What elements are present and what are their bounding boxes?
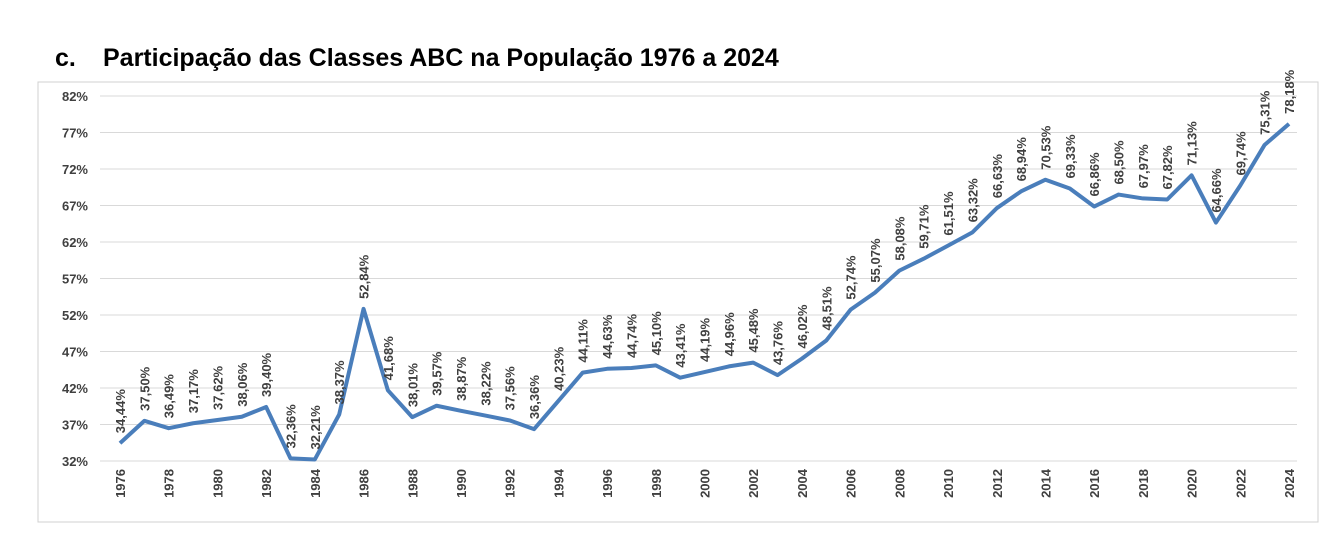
- data-label: 37,50%: [137, 366, 152, 411]
- line-series: [118, 122, 1291, 462]
- x-tick-label: 2020: [1185, 469, 1200, 498]
- y-tick-label: 72%: [62, 162, 88, 177]
- data-label: 52,84%: [357, 254, 372, 299]
- data-label: 44,96%: [722, 312, 737, 357]
- data-label: 70,53%: [1038, 125, 1053, 170]
- data-label: 36,36%: [527, 375, 542, 420]
- x-tick-label: 1986: [357, 469, 372, 498]
- data-label: 52,74%: [844, 255, 859, 300]
- x-tick-label: 2018: [1136, 469, 1151, 498]
- data-label: 46,02%: [795, 304, 810, 349]
- y-tick-label: 82%: [62, 89, 88, 104]
- data-label: 48,51%: [819, 286, 834, 331]
- data-label: 44,11%: [576, 319, 591, 363]
- data-label: 75,31%: [1258, 90, 1273, 135]
- data-label: 67,97%: [1136, 144, 1151, 189]
- data-label: 67,82%: [1160, 145, 1175, 190]
- data-label: 36,49%: [162, 374, 177, 419]
- chart-title: Participação das Classes ABC na Populaçã…: [103, 44, 779, 72]
- y-tick-label: 67%: [62, 199, 88, 214]
- x-tick-label: 1990: [454, 469, 469, 498]
- y-tick-label: 32%: [62, 454, 88, 469]
- x-tick-label: 2024: [1282, 468, 1297, 498]
- data-label: 34,44%: [113, 389, 128, 434]
- data-label: 32,36%: [283, 404, 298, 449]
- y-tick-label: 77%: [62, 126, 88, 141]
- data-label: 38,06%: [235, 362, 250, 407]
- x-tick-label: 1982: [259, 469, 274, 498]
- data-label: 64,66%: [1209, 168, 1224, 213]
- data-label: 44,19%: [698, 317, 713, 362]
- data-label: 68,50%: [1112, 140, 1127, 185]
- x-tick-label: 2000: [698, 469, 713, 498]
- data-label: 43,41%: [673, 323, 688, 368]
- x-tick-label: 2012: [990, 469, 1005, 498]
- data-label: 63,32%: [965, 178, 980, 223]
- x-tick-label: 1976: [113, 469, 128, 498]
- data-label: 40,23%: [551, 346, 566, 391]
- panel-label: c.: [55, 44, 76, 72]
- data-label: 39,40%: [259, 352, 274, 397]
- x-tick-label: 1994: [551, 468, 566, 498]
- data-label: 37,62%: [210, 365, 225, 410]
- data-label: 71,13%: [1185, 121, 1200, 166]
- data-label: 68,94%: [1014, 137, 1029, 182]
- y-tick-label: 52%: [62, 308, 88, 323]
- data-label: 66,63%: [990, 154, 1005, 199]
- data-label: 38,37%: [332, 360, 347, 405]
- data-label: 39,57%: [430, 351, 445, 396]
- x-tick-label: 2016: [1087, 469, 1102, 498]
- data-label: 45,10%: [649, 311, 664, 356]
- x-tick-label: 2004: [795, 468, 810, 498]
- x-tick-label: 2014: [1038, 468, 1053, 498]
- x-tick-label: 1980: [210, 469, 225, 498]
- data-label: 44,74%: [624, 313, 639, 358]
- data-label: 55,07%: [868, 238, 883, 283]
- x-tick-label: 2010: [941, 469, 956, 498]
- x-tick-label: 2002: [746, 469, 761, 498]
- x-tick-label: 1996: [600, 469, 615, 498]
- x-tick-label: 2022: [1233, 469, 1248, 498]
- data-label: 69,74%: [1233, 131, 1248, 176]
- data-label: 37,17%: [186, 369, 201, 414]
- data-label: 38,01%: [405, 363, 420, 408]
- data-label: 66,86%: [1087, 152, 1102, 197]
- data-label: 41,68%: [381, 336, 396, 381]
- x-tick-label: 1988: [405, 469, 420, 498]
- data-label: 58,08%: [892, 216, 907, 261]
- data-label: 37,56%: [503, 366, 518, 411]
- data-label: 61,51%: [941, 191, 956, 236]
- y-tick-label: 42%: [62, 381, 88, 396]
- x-tick-label: 2008: [892, 469, 907, 498]
- chart-frame: [37, 81, 1319, 523]
- data-label: 32,21%: [308, 405, 323, 450]
- data-label: 59,71%: [917, 204, 932, 249]
- x-tick-label: 2006: [844, 469, 859, 498]
- data-label: 38,22%: [478, 361, 493, 406]
- y-tick-label: 47%: [62, 345, 88, 360]
- x-tick-label: 1998: [649, 469, 664, 498]
- x-tick-label: 1984: [308, 468, 323, 498]
- x-tick-label: 1978: [162, 469, 177, 498]
- data-label: 45,48%: [746, 308, 761, 353]
- data-label: 43,76%: [771, 321, 786, 366]
- y-tick-label: 57%: [62, 272, 88, 287]
- data-label: 44,63%: [600, 314, 615, 359]
- data-label: 78,18%: [1282, 69, 1297, 114]
- y-tick-label: 62%: [62, 235, 88, 250]
- data-label: 38,87%: [454, 356, 469, 401]
- y-tick-label: 37%: [62, 418, 88, 433]
- x-tick-label: 1992: [503, 469, 518, 498]
- data-label: 69,33%: [1063, 134, 1078, 179]
